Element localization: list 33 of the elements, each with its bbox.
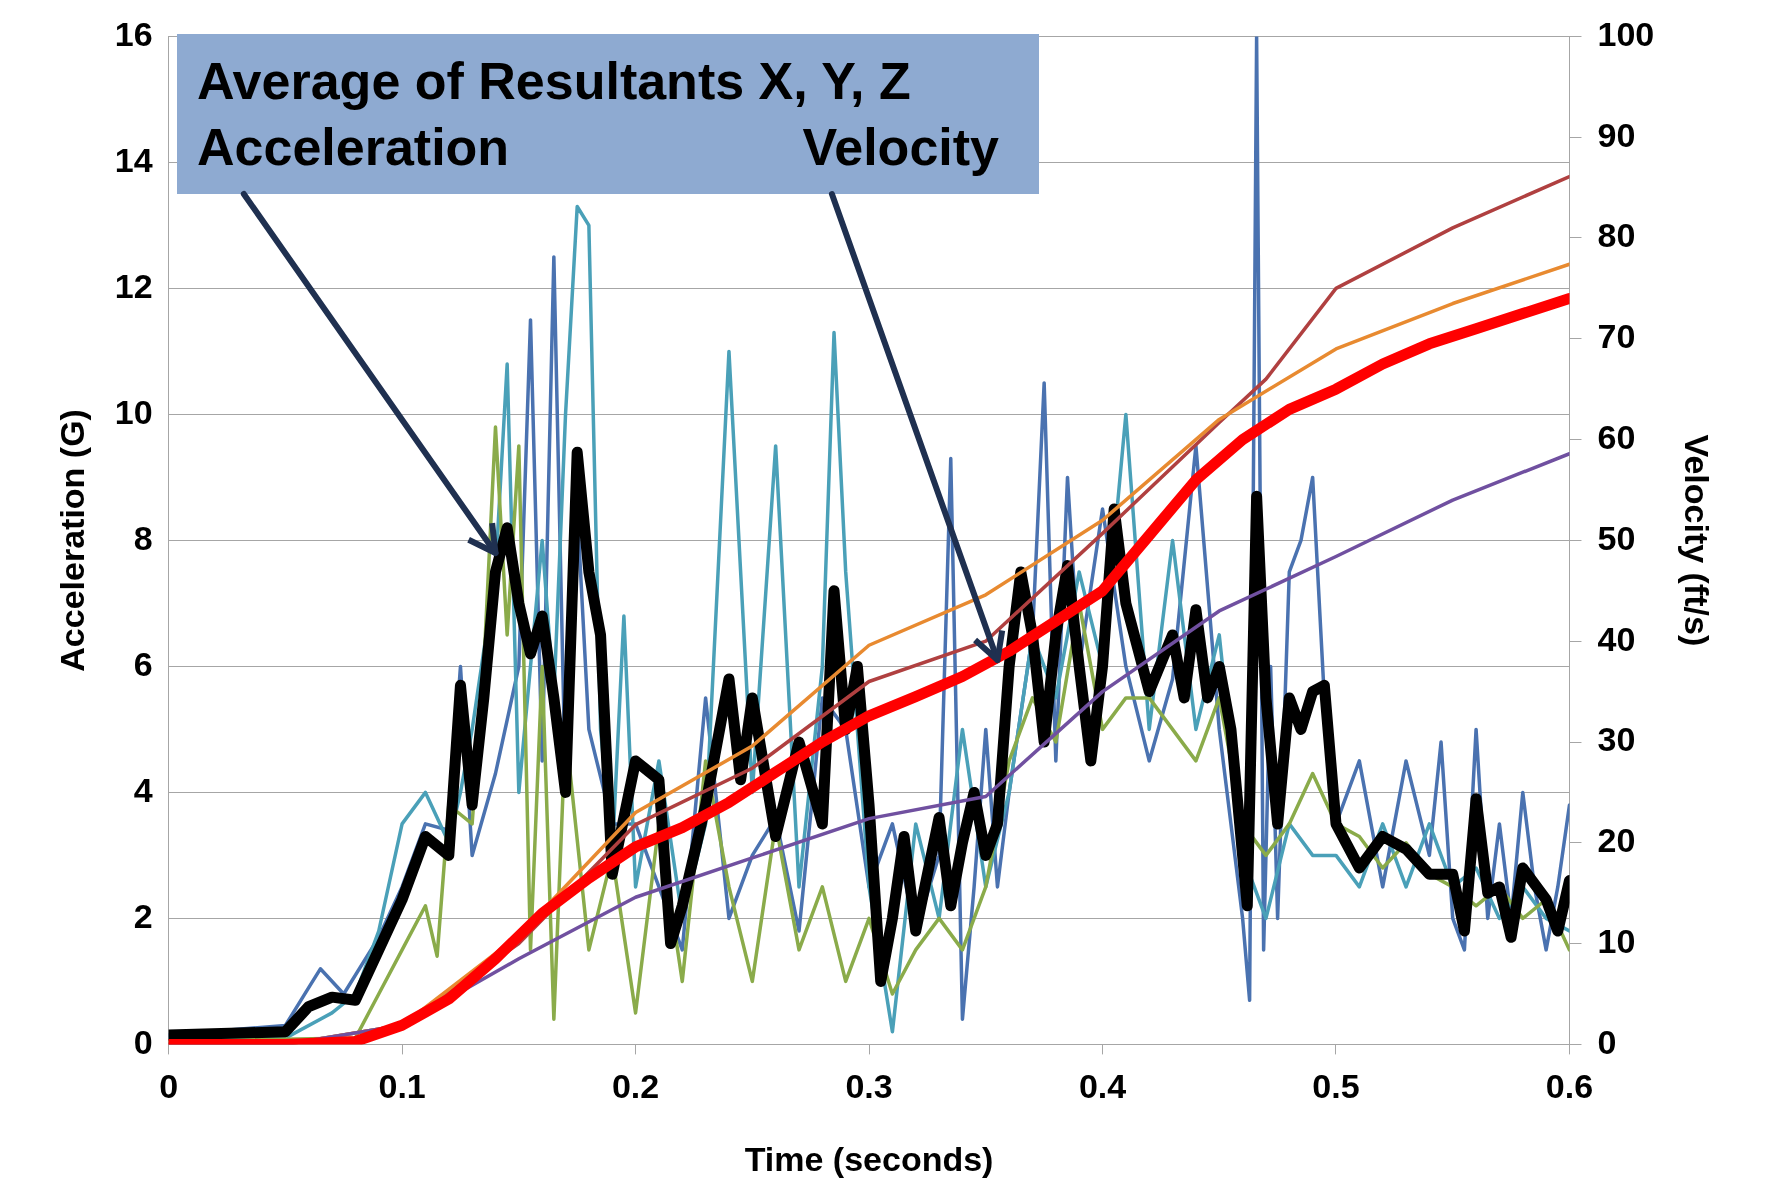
y2-tick-label: 0 <box>1597 1022 1617 1061</box>
y-tick-label: 10 <box>114 392 153 431</box>
annotation: Velocity <box>802 117 999 178</box>
annotation: Acceleration <box>197 117 510 178</box>
y-tick-label: 4 <box>133 770 153 809</box>
y-tick-label: 16 <box>114 14 153 53</box>
y-tick-label: 8 <box>133 518 153 557</box>
x-tick-label: 0.3 <box>845 1067 893 1106</box>
y2-axis-title: Velocity (ft/s) <box>1678 434 1717 647</box>
y2-tick-label: 100 <box>1597 14 1655 53</box>
x-axis-title: Time (seconds) <box>744 1139 994 1178</box>
x-tick-label: 0.6 <box>1545 1067 1594 1106</box>
y-tick-label: 14 <box>114 140 153 179</box>
y2-tick-label: 30 <box>1597 720 1636 759</box>
y2-tick-label: 10 <box>1597 921 1636 960</box>
y-tick-label: 0 <box>133 1022 153 1061</box>
x-tick-label: 0.1 <box>378 1067 426 1106</box>
y2-tick-label: 40 <box>1597 619 1636 658</box>
y2-tick-label: 90 <box>1597 115 1636 154</box>
x-tick-label: 0.4 <box>1078 1067 1127 1106</box>
y-tick-label: 2 <box>133 896 153 935</box>
y-axis-title: Acceleration (G) <box>52 409 91 672</box>
x-tick-label: 0.5 <box>1312 1067 1360 1106</box>
x-tick-label: 0.2 <box>611 1067 660 1106</box>
y2-tick-label: 60 <box>1597 417 1636 456</box>
y-tick-label: 12 <box>114 266 153 305</box>
y2-tick-label: 20 <box>1597 821 1636 860</box>
x-tick-label: 0 <box>159 1067 179 1106</box>
annotation: Average of Resultants X, Y, Z <box>197 51 912 112</box>
y2-tick-label: 50 <box>1597 518 1636 557</box>
y2-tick-label: 70 <box>1597 317 1636 356</box>
y2-tick-label: 80 <box>1597 216 1636 255</box>
y-tick-label: 6 <box>133 644 153 683</box>
